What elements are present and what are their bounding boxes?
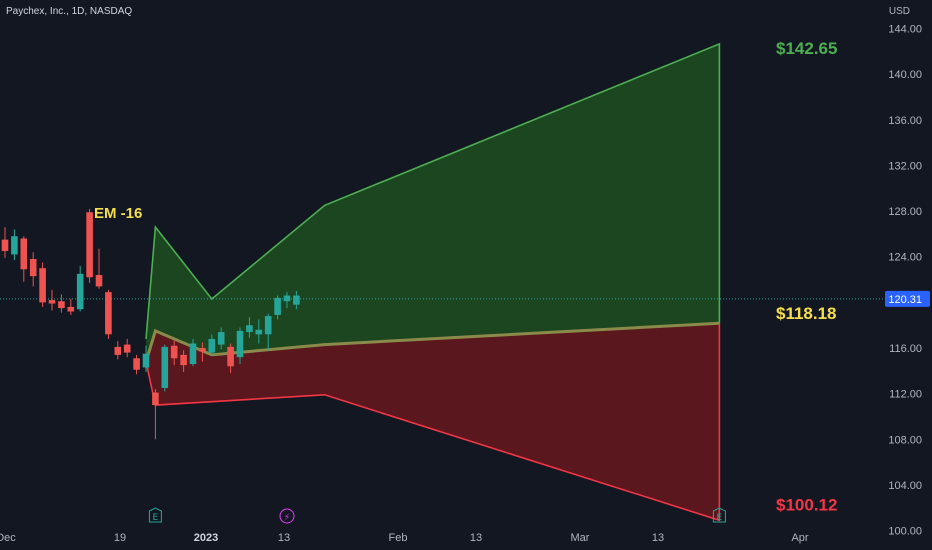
y-tick-label: 112.00	[889, 389, 922, 401]
candle-body	[48, 300, 56, 304]
candle-body	[246, 325, 253, 333]
event-marker-symbol: E	[153, 513, 159, 523]
y-tick-label: 104.00	[888, 480, 922, 492]
lower-target-label: $100.12	[776, 495, 837, 514]
candle-body	[67, 306, 75, 312]
x-tick-label: 2023	[194, 532, 218, 544]
upper-expected-move-area	[146, 43, 720, 362]
candle-body	[58, 301, 65, 309]
candle-body	[227, 346, 234, 367]
candle-body	[217, 332, 225, 345]
candle-body	[170, 345, 178, 359]
upper-expected-move-line	[145, 42, 721, 339]
candle-body	[142, 353, 150, 368]
candle-body	[264, 316, 272, 335]
candle-body	[189, 343, 197, 365]
symbol-header: Paychex, Inc., 1D, NASDAQ	[6, 6, 133, 17]
candle-body	[199, 348, 206, 352]
candle-body	[283, 295, 291, 302]
y-tick-label: 136.00	[888, 115, 922, 127]
y-tick-label: 140.00	[888, 69, 922, 81]
earnings-event-icon	[148, 507, 162, 523]
event-marker-symbol: E	[717, 513, 723, 523]
candle-body	[76, 273, 84, 310]
lower-expected-move-line	[145, 323, 721, 522]
candle-body	[86, 212, 93, 278]
x-tick-label: 13	[278, 532, 290, 544]
dividend-event-icon	[279, 508, 295, 524]
candle-body	[20, 238, 28, 270]
last-price-tag	[885, 290, 930, 307]
candle-body	[95, 275, 103, 287]
candle-body	[11, 236, 18, 255]
candle-body	[152, 392, 159, 406]
candle-body	[255, 329, 263, 335]
candle-body	[274, 297, 281, 315]
y-tick-label: 132.00	[888, 160, 922, 172]
candle-body	[161, 346, 169, 388]
last-price-tag-label: 120.31	[888, 294, 922, 306]
currency-label: USD	[888, 6, 910, 17]
candle-body	[133, 358, 140, 370]
candle-body	[114, 346, 122, 355]
candle-body	[208, 338, 216, 353]
x-tick-label: 19	[114, 532, 126, 544]
candle-body	[39, 268, 46, 303]
x-tick-label: Apr	[791, 532, 808, 544]
candle-body	[180, 354, 187, 366]
x-tick-label: Feb	[389, 532, 408, 544]
candle-body	[236, 330, 244, 358]
upper-target-label: $142.65	[776, 39, 837, 58]
x-tick-label: Dec	[0, 532, 16, 544]
candle-body	[293, 295, 300, 305]
mid-target-label: $118.18	[776, 304, 837, 323]
lower-expected-move-area	[146, 323, 720, 521]
earnings-event-icon	[712, 507, 726, 523]
y-tick-label: 124.00	[888, 252, 922, 264]
y-tick-label: 100.00	[888, 526, 922, 538]
candle-body	[1, 239, 9, 252]
y-tick-label: 128.00	[888, 206, 922, 218]
y-tick-label: 116.00	[889, 343, 922, 355]
event-marker-symbol: ⚡	[284, 513, 290, 523]
x-tick-label: 13	[652, 532, 664, 544]
x-tick-label: 13	[470, 532, 482, 544]
candle-body	[29, 259, 37, 277]
candle-body	[123, 344, 131, 353]
y-tick-label: 144.00	[888, 24, 922, 36]
y-tick-label: 108.00	[888, 434, 922, 446]
candle-body	[105, 292, 112, 335]
x-tick-label: Mar	[571, 532, 590, 544]
em-label: EM -16	[94, 205, 142, 222]
